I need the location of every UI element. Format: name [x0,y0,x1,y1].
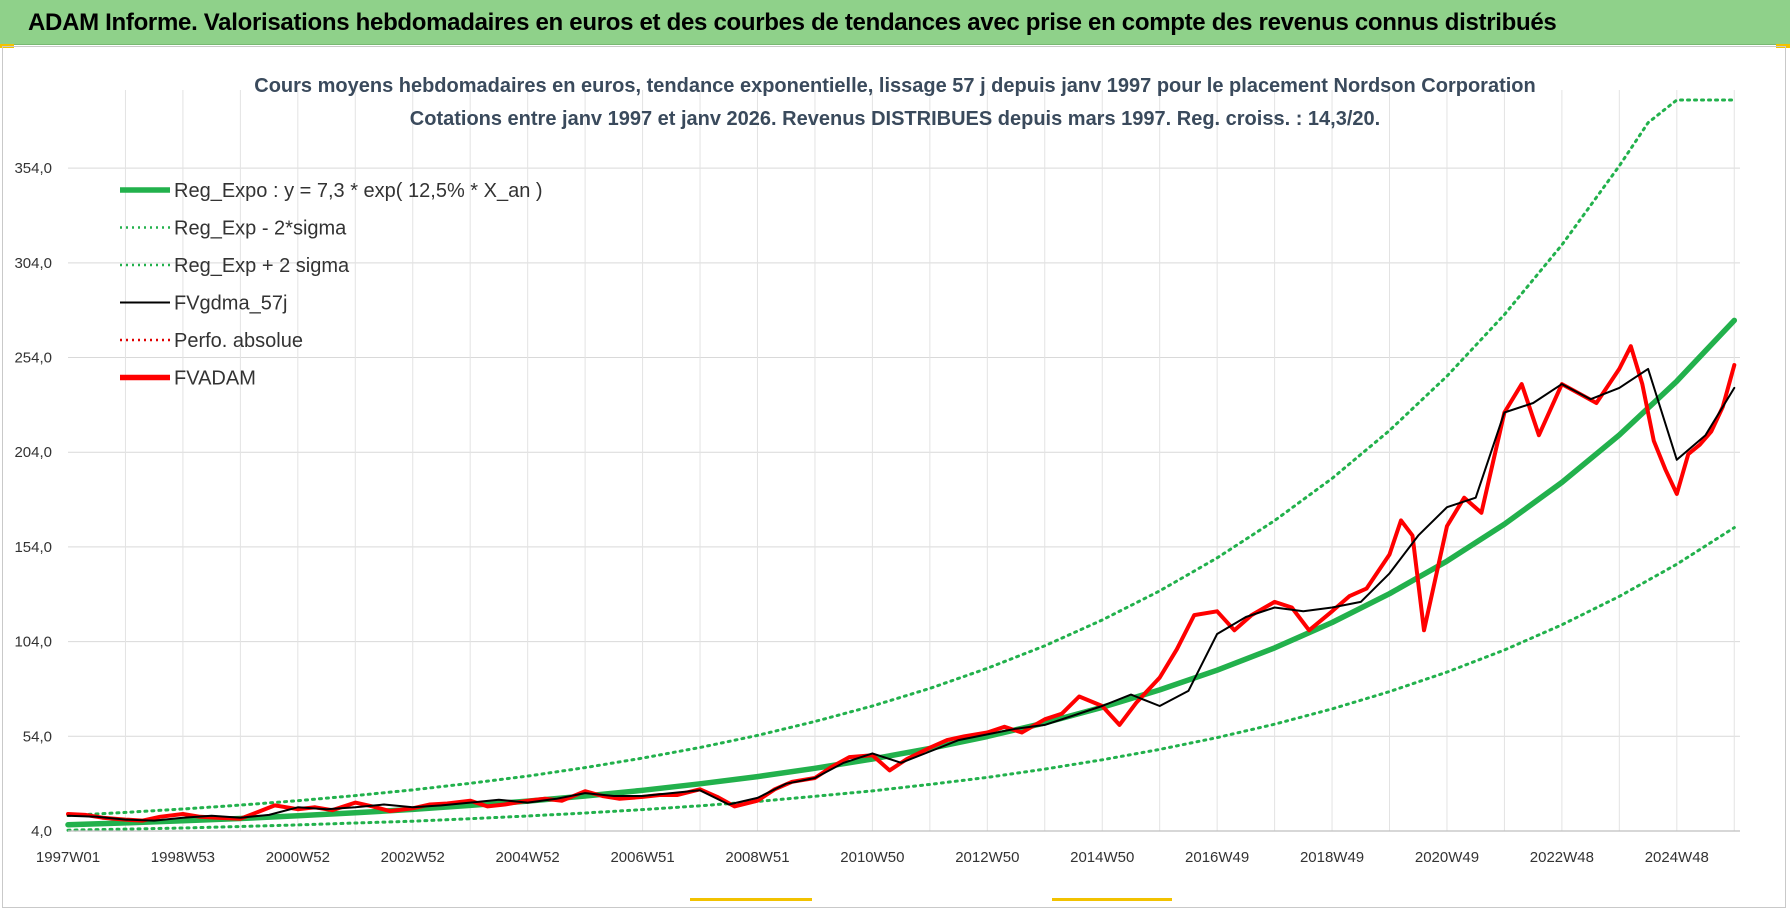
x-tick-label: 2000W52 [266,849,330,866]
series-line-3 [67,367,1736,822]
x-tick-label: 2018W49 [1300,849,1364,866]
chart-title-line-2: Cotations entre janv 1997 et janv 2026. … [410,108,1380,130]
legend-label: Reg_Exp - 2*sigma [174,218,347,240]
banner-title: ADAM Informe. Valorisations hebdomadaire… [28,9,1557,36]
x-tick-label: 2008W51 [725,849,789,866]
chart-title: Cours moyens hebdomadaires en euros, ten… [254,75,1535,130]
y-tick-label: 304,0 [14,255,52,272]
legend-label: Reg_Expo : y = 7,3 * exp( 12,5% * X_an ) [174,180,543,202]
series-line-0 [65,317,1738,828]
y-tick-label: 4,0 [31,823,52,840]
legend-label: FVgdma_57j [174,293,287,315]
axes: 4,0 54,0 104,0 154,0 204,0 254,0 304,0 354,0 199… [14,160,1740,866]
report-banner: ADAM Informe. Valorisations hebdomadaire… [0,0,1790,45]
x-tick-label: 1997W01 [36,849,100,866]
y-tick-label: 54,0 [23,728,52,745]
x-tick-label: 2014W50 [1070,849,1134,866]
chart-title-line-1: Cours moyens hebdomadaires en euros, ten… [254,75,1535,97]
y-tick-label: 104,0 [14,634,52,651]
x-tick-label: 1998W53 [151,849,215,866]
x-tick-label: 2012W50 [955,849,1019,866]
series-line-5 [66,344,1737,823]
x-tick-label: 2024W48 [1645,849,1709,866]
x-tick-label: 2006W51 [610,849,674,866]
series-line-2 [66,98,1736,817]
x-tick-label: 2022W48 [1530,849,1594,866]
x-tick-label: 2020W49 [1415,849,1479,866]
legend-label: FVADAM [174,368,256,390]
legend: Reg_Expo : y = 7,3 * exp( 12,5% * X_an )… [120,180,543,390]
series-line-1 [66,526,1736,832]
x-tick-label: 2002W52 [381,849,445,866]
series-lines [65,98,1738,832]
x-tick-label: 2010W50 [840,849,904,866]
y-tick-label: 154,0 [14,539,52,556]
chart-frame [2,46,1786,908]
corner-mark-bottom-mid-2 [1052,898,1172,901]
legend-label: Perfo. absolue [174,330,303,352]
legend-label: Reg_Exp + 2 sigma [174,255,350,277]
y-tick-label: 254,0 [14,350,52,367]
x-tick-label: 2016W49 [1185,849,1249,866]
corner-mark-bottom-mid-1 [690,898,812,901]
y-tick-label: 204,0 [14,444,52,461]
y-tick-label: 354,0 [14,160,52,177]
x-tick-label: 2004W52 [496,849,560,866]
